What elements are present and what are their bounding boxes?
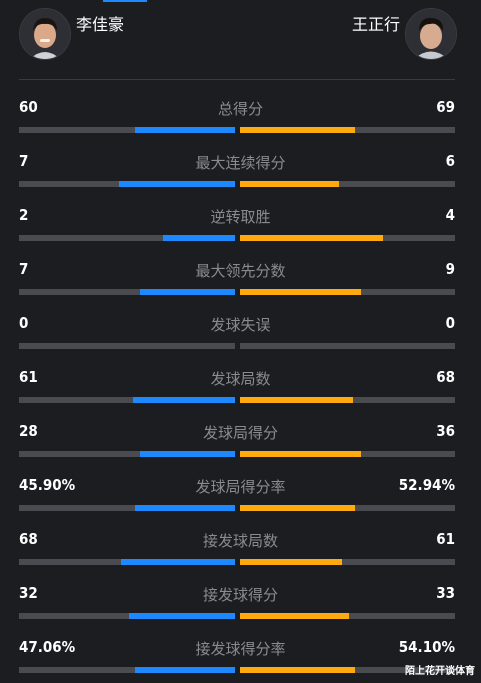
stat-row: 28 发球局得分 36: [0, 404, 481, 458]
stat-label: 总得分: [217, 100, 263, 118]
header-divider: [19, 79, 455, 80]
stat-label: 发球失误: [210, 316, 271, 334]
stat-left-bar-fill: [121, 559, 235, 565]
stat-right-bar-track: [240, 559, 455, 565]
stat-right-bar-fill: [240, 451, 361, 457]
stat-left-value: 7: [19, 260, 29, 278]
stat-left-bar-track: [19, 451, 235, 457]
stat-left-bar-track: [19, 397, 235, 403]
stat-right-bar-fill: [240, 289, 361, 295]
player-left-avatar[interactable]: [19, 8, 71, 60]
stat-right-value: 33: [436, 584, 455, 602]
stat-row: 7 最大连续得分 6: [0, 134, 481, 188]
stat-right-value: 4: [445, 206, 455, 224]
stat-label: 逆转取胜: [210, 208, 271, 226]
stat-right-bar-track: [240, 343, 455, 349]
player-left-name: 李佳豪: [76, 15, 125, 34]
stat-left-bar-track: [19, 505, 235, 511]
stat-right-value: 9: [445, 260, 455, 278]
stat-right-value: 54.10%: [398, 638, 455, 656]
stat-left-bar-fill: [133, 397, 235, 403]
stat-right-value: 0: [445, 314, 455, 332]
stat-row: 2 逆转取胜 4: [0, 188, 481, 242]
stat-left-bar-fill: [140, 451, 235, 457]
stat-label: 发球局数: [210, 370, 271, 388]
stat-right-value: 6: [445, 152, 455, 170]
stat-left-bar-track: [19, 667, 235, 673]
stat-right-bar-fill: [240, 667, 355, 673]
stat-left-bar-track: [19, 613, 235, 619]
stat-label: 接发球局数: [202, 532, 278, 550]
stat-right-bar-track: [240, 613, 455, 619]
stat-left-value: 61: [19, 368, 38, 386]
stat-left-bar-track: [19, 127, 235, 133]
stat-left-bar-fill: [163, 235, 235, 241]
stat-right-bar-fill: [240, 235, 383, 241]
stat-right-bar-fill: [240, 505, 355, 511]
stat-left-bar-fill: [135, 505, 235, 511]
stat-left-bar-track: [19, 343, 235, 349]
stat-row: 7 最大领先分数 9: [0, 242, 481, 296]
stat-label: 接发球得分: [202, 586, 278, 604]
stat-right-bar-fill: [240, 559, 342, 565]
stat-label: 发球局得分: [202, 424, 278, 442]
stat-left-bar-track: [19, 559, 235, 565]
stat-left-bar-fill: [119, 181, 235, 187]
stat-right-bar-fill: [240, 613, 349, 619]
stat-left-value: 2: [19, 206, 29, 224]
stat-right-bar-fill: [240, 397, 353, 403]
stat-row: 68 接发球局数 61: [0, 512, 481, 566]
stat-right-value: 68: [436, 368, 455, 386]
stat-label: 发球局得分率: [195, 478, 286, 496]
stat-right-bar-track: [240, 397, 455, 403]
player-left-photo-icon: [20, 9, 70, 59]
stat-label: 接发球得分率: [195, 640, 286, 658]
watermark: 陌上花开谈体育: [405, 666, 475, 677]
stat-left-value: 68: [19, 530, 38, 548]
stat-right-bar-track: [240, 127, 455, 133]
stat-left-bar-fill: [135, 667, 235, 673]
stat-row: 32 接发球得分 33: [0, 566, 481, 620]
stat-right-bar-track: [240, 289, 455, 295]
stat-left-value: 60: [19, 98, 38, 116]
stat-label: 最大连续得分: [195, 154, 286, 172]
stat-right-value: 36: [436, 422, 455, 440]
stat-row: 60 总得分 69: [0, 80, 481, 134]
stat-left-value: 0: [19, 314, 29, 332]
stat-left-value: 7: [19, 152, 29, 170]
stat-right-bar-track: [240, 667, 455, 673]
stat-right-bar-track: [240, 235, 455, 241]
stat-right-bar-fill: [240, 127, 355, 133]
player-right-name: 王正行: [351, 15, 400, 34]
stat-right-bar-track: [240, 505, 455, 511]
active-tab-indicator: [103, 0, 147, 2]
stat-right-value: 61: [436, 530, 455, 548]
stat-left-bar-fill: [135, 127, 235, 133]
stat-left-bar-fill: [129, 613, 235, 619]
stat-right-value: 52.94%: [398, 476, 455, 494]
stat-label: 最大领先分数: [195, 262, 286, 280]
stat-right-bar-fill: [240, 181, 339, 187]
player-right-photo-icon: [406, 9, 456, 59]
stat-left-value: 32: [19, 584, 38, 602]
stat-row: 0 发球失误 0: [0, 296, 481, 350]
stat-left-bar-track: [19, 235, 235, 241]
stat-right-bar-track: [240, 181, 455, 187]
stat-right-value: 69: [436, 98, 455, 116]
stat-left-value: 47.06%: [19, 638, 76, 656]
stat-left-bar-track: [19, 289, 235, 295]
stats-list: 60 总得分 69 7 最大连续得分 6 2 逆转取胜 4 7 最大领先分数 9 0 发球失误 0 61 发球局…: [0, 80, 481, 674]
stat-left-value: 45.90%: [19, 476, 76, 494]
stat-row: 61 发球局数 68: [0, 350, 481, 404]
stat-left-bar-fill: [140, 289, 235, 295]
player-right-avatar[interactable]: [405, 8, 457, 60]
stat-left-value: 28: [19, 422, 38, 440]
stat-row: 47.06% 接发球得分率 54.10%: [0, 620, 481, 674]
stat-right-bar-track: [240, 451, 455, 457]
players-header: 李佳豪 王正行: [0, 0, 481, 80]
stat-left-bar-track: [19, 181, 235, 187]
stat-row: 45.90% 发球局得分率 52.94%: [0, 458, 481, 512]
